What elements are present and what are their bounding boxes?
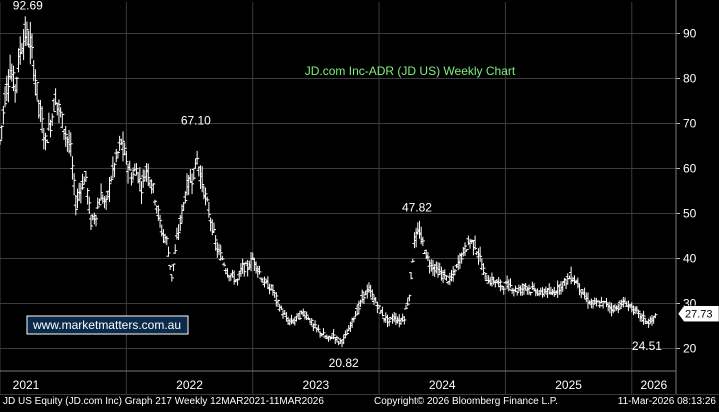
- chart-grid: [0, 2, 676, 394]
- price-bars: [0, 16, 658, 348]
- x-tick-label: 2026: [641, 378, 668, 392]
- y-tick-label: 40: [683, 252, 697, 266]
- last-price-value: 27.73: [685, 309, 713, 321]
- chart-annotations: 92.69 67.10 20.82 47.82 24.51: [13, 0, 662, 370]
- y-tick-label: 20: [683, 342, 697, 356]
- footer-description: JD US Equity (JD.com Inc) Graph 217 Week…: [3, 396, 324, 407]
- x-tick-label: 2023: [303, 378, 330, 392]
- y-tick-label: 60: [683, 162, 697, 176]
- y-tick-label: 50: [683, 207, 697, 221]
- footer-copyright: Copyright© 2026 Bloomberg Finance L.P.: [374, 396, 558, 407]
- price-annotation: 20.82: [329, 356, 359, 370]
- x-tick-label: 2022: [176, 378, 203, 392]
- price-annotation: 92.69: [13, 0, 43, 12]
- x-tick-label: 2025: [555, 378, 582, 392]
- watermark-text[interactable]: www.marketmatters.com.au: [32, 318, 181, 332]
- price-annotation: 47.82: [402, 200, 432, 214]
- x-tick-label: 2021: [13, 378, 40, 392]
- footer-timestamp: 11-Mar-2026 08:13:26: [617, 396, 716, 407]
- price-annotation: 24.51: [632, 339, 662, 353]
- footer-bar: JD US Equity (JD.com Inc) Graph 217 Week…: [0, 394, 719, 412]
- y-tick-label: 80: [683, 72, 697, 86]
- watermark-box[interactable]: www.marketmatters.com.au: [26, 315, 189, 335]
- y-tick-label: 70: [683, 117, 697, 131]
- price-annotation: 67.10: [181, 114, 211, 128]
- last-price-tag: 27.73: [677, 305, 719, 322]
- x-tick-label: 2024: [429, 378, 456, 392]
- chart-title: JD.com Inc-ADR (JD US) Weekly Chart: [305, 64, 516, 78]
- x-axis: 2021 2022 2023 2024 2025 2026: [0, 370, 676, 392]
- y-tick-label: 90: [683, 27, 697, 41]
